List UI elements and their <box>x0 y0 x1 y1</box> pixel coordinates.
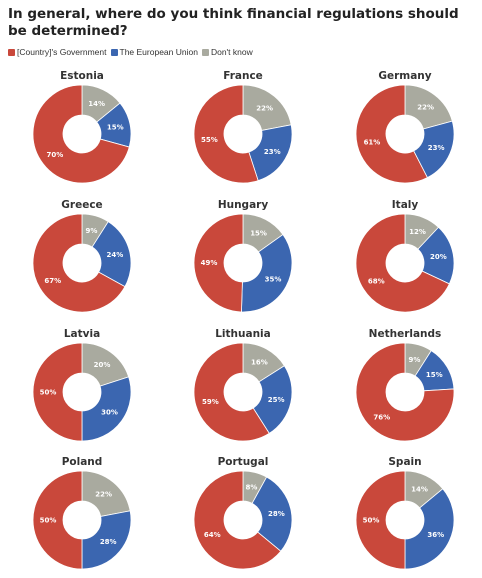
legend-label-dont-know: Don't know <box>210 47 253 57</box>
donut-poland: Poland 22% 28% 50% <box>32 456 132 570</box>
slice-hungary-government <box>193 213 244 313</box>
slice-label-estonia-government: 70% <box>47 151 64 159</box>
donut-title-latvia: Latvia <box>64 328 100 340</box>
slice-france-eu <box>248 124 293 182</box>
slice-greece-eu <box>91 221 132 288</box>
chart-title: In general, where do you think financial… <box>8 6 459 39</box>
donut-greece: Greece 9% 24% 67% <box>32 199 132 313</box>
donut-title-italy: Italy <box>392 199 419 211</box>
slice-label-greece-government: 67% <box>44 277 61 285</box>
donut-italy: Italy 12% 20% 68% <box>355 199 455 313</box>
slice-latvia-eu <box>81 376 132 442</box>
slice-estonia-government <box>32 84 130 184</box>
legend-swatch-government <box>8 48 15 56</box>
legend-label-government: [Country]'s Government <box>17 47 107 57</box>
slice-poland-government <box>32 470 83 570</box>
slice-label-netherlands-government: 76% <box>373 413 390 421</box>
slice-label-poland-government: 50% <box>40 517 57 525</box>
donut-netherlands: Netherlands 9% 15% 76% <box>355 328 455 442</box>
slice-label-germany-eu: 23% <box>428 144 445 152</box>
slice-netherlands-government <box>355 342 455 442</box>
slice-label-greece-eu: 24% <box>107 251 124 259</box>
donut-title-portugal: Portugal <box>218 456 269 468</box>
slice-lithuania-government <box>193 342 270 442</box>
slice-label-italy-government: 68% <box>368 278 385 286</box>
slice-label-lithuania-dont-know: 16% <box>251 359 268 367</box>
slice-label-germany-government: 61% <box>364 138 381 146</box>
slice-label-estonia-dont-know: 14% <box>88 100 105 108</box>
slice-label-portugal-eu: 28% <box>268 510 285 518</box>
slice-label-greece-dont-know: 9% <box>86 227 98 235</box>
slice-label-poland-eu: 28% <box>100 538 117 546</box>
legend-swatch-eu <box>110 48 118 56</box>
slice-latvia-government <box>32 342 83 442</box>
slice-portugal-government <box>193 470 282 570</box>
donut-spain: Spain 14% 36% 50% <box>355 456 455 570</box>
slice-label-netherlands-dont-know: 9% <box>409 356 421 364</box>
donut-title-poland: Poland <box>62 456 103 468</box>
slice-label-portugal-dont-know: 8% <box>246 484 258 492</box>
donut-title-lithuania: Lithuania <box>215 328 271 340</box>
legend-swatch-dont-know <box>201 48 209 56</box>
slice-greece-government <box>32 213 126 313</box>
slice-italy-government <box>355 213 450 313</box>
slice-label-spain-dont-know: 14% <box>411 486 428 494</box>
slice-label-poland-dont-know: 22% <box>95 490 112 498</box>
slice-label-latvia-eu: 30% <box>101 408 118 416</box>
slice-france-government <box>193 84 259 184</box>
slice-label-france-dont-know: 22% <box>256 104 273 112</box>
donut-title-germany: Germany <box>378 70 431 82</box>
slice-label-italy-dont-know: 12% <box>409 228 426 236</box>
slice-label-portugal-government: 64% <box>204 531 221 539</box>
slice-label-hungary-dont-know: 15% <box>250 229 267 237</box>
slice-label-spain-government: 50% <box>363 517 380 525</box>
slice-spain-government <box>355 470 406 570</box>
slice-label-lithuania-eu: 25% <box>268 396 285 404</box>
donut-estonia: Estonia 14% 15% 70% <box>32 70 132 184</box>
slice-germany-government <box>355 84 428 184</box>
donut-portugal: Portugal 8% 28% 64% <box>193 456 293 570</box>
donut-title-spain: Spain <box>388 456 421 468</box>
legend-item-eu: The European Union <box>110 47 198 57</box>
donut-title-estonia: Estonia <box>60 70 104 82</box>
legend-label-eu: The European Union <box>119 47 198 57</box>
slice-hungary-eu <box>241 234 293 313</box>
slice-label-netherlands-eu: 15% <box>426 371 443 379</box>
donut-title-france: France <box>223 70 263 82</box>
slice-label-latvia-dont-know: 20% <box>94 361 111 369</box>
donut-title-greece: Greece <box>61 199 102 211</box>
legend-item-government: [Country]'s Government <box>8 47 107 57</box>
slice-portugal-eu <box>251 476 293 552</box>
slice-label-latvia-government: 50% <box>40 389 57 397</box>
slice-spain-eu <box>404 488 455 570</box>
donut-title-hungary: Hungary <box>218 199 269 211</box>
slice-label-hungary-government: 49% <box>201 259 218 267</box>
slice-poland-eu <box>81 510 132 570</box>
slice-label-france-eu: 23% <box>264 148 281 156</box>
legend: [Country]'s Government The European Unio… <box>8 45 257 59</box>
donut-hungary: Hungary 15% 35% 49% <box>193 199 293 313</box>
donut-title-netherlands: Netherlands <box>369 328 442 340</box>
donut-lithuania: Lithuania 16% 25% 59% <box>193 328 293 442</box>
slice-label-estonia-eu: 15% <box>107 124 124 132</box>
donut-germany: Germany 22% 23% 61% <box>355 70 455 184</box>
slice-lithuania-eu <box>252 365 293 434</box>
legend-item-dont-know: Don't know <box>201 47 253 57</box>
slice-label-germany-dont-know: 22% <box>417 103 434 111</box>
slice-label-spain-eu: 36% <box>427 531 444 539</box>
slice-label-france-government: 55% <box>201 136 218 144</box>
slice-label-lithuania-government: 59% <box>202 398 219 406</box>
donut-latvia: Latvia 20% 30% 50% <box>32 328 132 442</box>
slice-label-hungary-eu: 35% <box>265 276 282 284</box>
donut-france: France 22% 23% 55% <box>193 70 293 184</box>
slice-label-italy-eu: 20% <box>430 253 447 261</box>
